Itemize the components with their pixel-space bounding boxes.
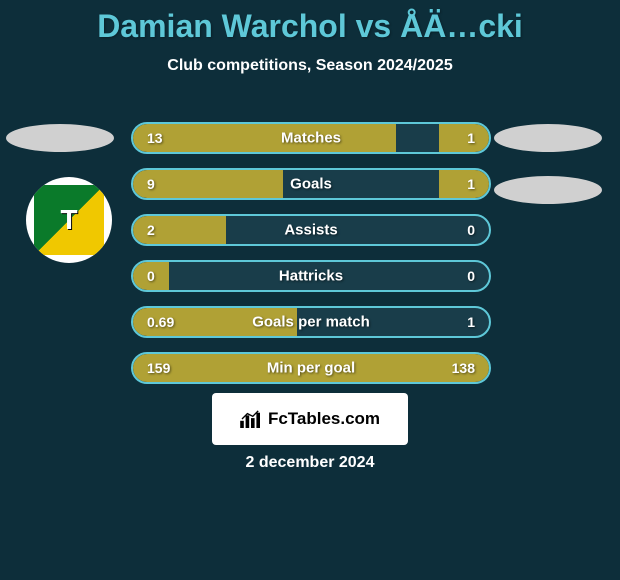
stat-row: 0.69Goals per match1 (131, 306, 491, 338)
brand-text: FcTables.com (268, 409, 380, 429)
club-logo: T (26, 177, 112, 263)
date-text: 2 december 2024 (0, 454, 620, 472)
stat-row: 0Hattricks0 (131, 260, 491, 292)
stat-value-right: 0 (467, 268, 475, 284)
stat-row: 2Assists0 (131, 214, 491, 246)
player-right-placeholder-2 (494, 176, 602, 204)
stat-label: Min per goal (133, 360, 489, 377)
player-right-placeholder-1 (494, 124, 602, 152)
player-left-placeholder (6, 124, 114, 152)
stat-row: 9Goals1 (131, 168, 491, 200)
stat-label: Matches (133, 130, 489, 147)
stat-value-right: 138 (452, 360, 475, 376)
club-logo-inner: T (34, 185, 104, 255)
stat-label: Assists (133, 222, 489, 239)
brand-chart-icon (240, 410, 262, 428)
stat-value-right: 1 (467, 130, 475, 146)
stat-value-right: 1 (467, 314, 475, 330)
club-logo-letter: T (60, 204, 77, 236)
brand-logo-box: FcTables.com (212, 393, 408, 445)
stats-container: 13Matches19Goals12Assists00Hattricks00.6… (131, 122, 491, 398)
stat-value-right: 1 (467, 176, 475, 192)
comparison-title: Damian Warchol vs ÅÄ…cki (0, 0, 620, 45)
stat-value-right: 0 (467, 222, 475, 238)
stat-row: 159Min per goal138 (131, 352, 491, 384)
comparison-subtitle: Club competitions, Season 2024/2025 (0, 57, 620, 75)
stat-label: Goals (133, 176, 489, 193)
stat-row: 13Matches1 (131, 122, 491, 154)
stat-label: Goals per match (133, 314, 489, 331)
stat-label: Hattricks (133, 268, 489, 285)
